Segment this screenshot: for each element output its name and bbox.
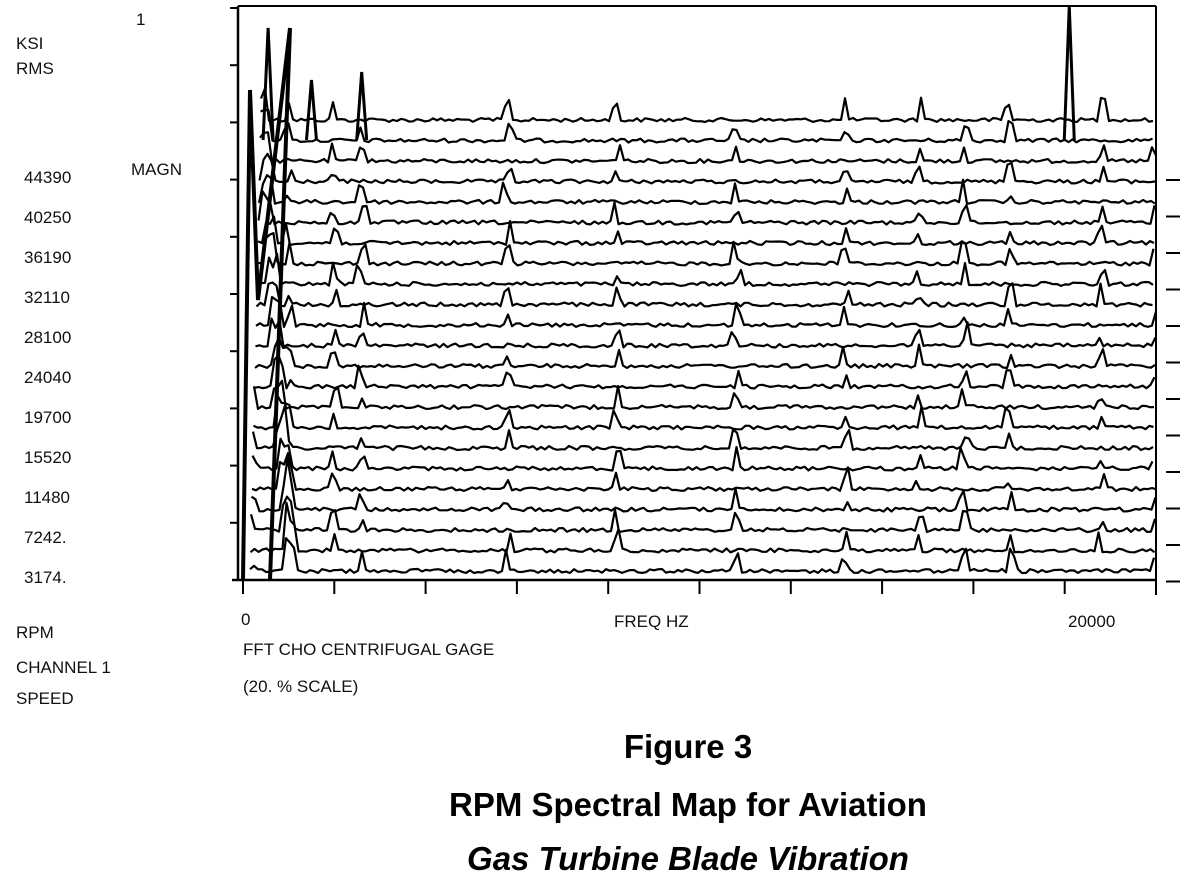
spectrum-trace (254, 354, 1156, 390)
spectrum-trace (256, 252, 1154, 288)
spectrum-traces (241, 5, 1158, 581)
rpm-label: 3174. (24, 568, 67, 587)
low-frequency-edge (241, 27, 292, 581)
rpm-axis-label-speed: SPEED (16, 689, 74, 708)
rpm-label: 11480 (24, 488, 71, 507)
rpm-label: 24040 (24, 368, 72, 387)
rpm-label: 36190 (24, 248, 72, 267)
spectrum-trace (254, 336, 1156, 370)
scale-label: (20. % SCALE) (243, 677, 359, 696)
spectrum-trace (251, 437, 1154, 472)
y-tick-marks (230, 7, 238, 524)
rpm-axis-label-channel: CHANNEL 1 (16, 658, 111, 677)
rpm-label: 40250 (24, 208, 72, 227)
spectrum-trace (259, 131, 1157, 165)
x-axis-label: FREQ HZ (614, 612, 689, 631)
dominant-peak (1062, 5, 1076, 141)
spectrum-trace (255, 295, 1158, 329)
spectrum-trace (250, 457, 1157, 513)
spectrum-trace (252, 379, 1155, 411)
spectrum-trace (257, 215, 1155, 247)
rpm-axis-label-rpm: RPM (16, 623, 54, 642)
figure-caption-number: Figure 3 (623, 728, 753, 765)
x-tick-label-max: 20000 (1068, 612, 1116, 631)
dominant-peak (304, 79, 318, 141)
spectrum-trace (253, 394, 1154, 431)
dominant-peak (261, 27, 275, 141)
spectrum-trace (249, 495, 1157, 534)
dominant-peak (355, 71, 369, 141)
spectrum-trace (251, 452, 1157, 493)
rpm-label: 32110 (24, 288, 71, 307)
spectrum-trace (251, 404, 1154, 452)
x-tick-label-min: 0 (241, 610, 251, 629)
spectrum-trace (255, 317, 1157, 349)
y-axis-label-rms: RMS (16, 59, 54, 78)
rpm-label: 7242. (24, 528, 67, 547)
y-top-tick-label: 1 (136, 10, 146, 29)
spectrum-trace (255, 281, 1153, 308)
spectrum-trace (257, 190, 1156, 226)
spectrum-trace (258, 152, 1156, 185)
spectrum-trace (249, 537, 1156, 575)
magnitude-label: MAGN (131, 160, 182, 179)
figure-caption-line-2: Gas Turbine Blade Vibration (467, 840, 909, 877)
spectrum-trace (260, 109, 1153, 144)
rpm-label: 44390 (24, 168, 72, 187)
rpm-label: 15520 (24, 448, 72, 467)
spectrum-trace (257, 174, 1156, 205)
x-tick-marks (242, 580, 1157, 594)
right-tick-marks (1166, 179, 1180, 583)
spectrum-trace (249, 501, 1156, 554)
spectrum-trace (259, 87, 1154, 124)
rpm-label: 19700 (24, 408, 72, 427)
y-axis-label-ksi: KSI (16, 34, 44, 53)
channel-label: FFT CHO CENTRIFUGAL GAGE (243, 640, 495, 659)
figure-caption-line-1: RPM Spectral Map for Aviation (449, 786, 927, 823)
spectrum-trace (257, 232, 1155, 267)
rpm-label: 28100 (24, 328, 72, 347)
